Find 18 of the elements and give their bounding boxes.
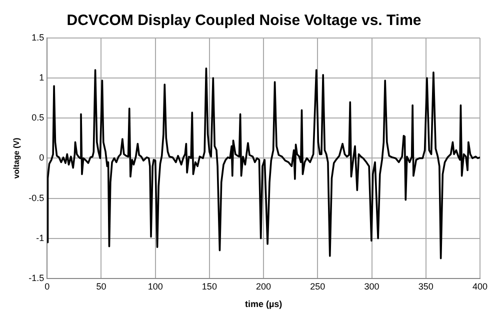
x-tick-label: 150	[202, 281, 217, 292]
chart-title: DCVCOM Display Coupled Noise Voltage vs. Time	[66, 12, 422, 30]
x-tick-label: 400	[472, 281, 488, 292]
x-tick-label: 100	[148, 281, 163, 292]
y-axis-title: voltage (V)	[12, 137, 22, 179]
x-tick-label: 50	[96, 281, 106, 292]
y-tick-label: 1	[39, 72, 44, 83]
y-tick-label: -1	[36, 232, 44, 243]
y-tick-label: -1.5	[28, 272, 44, 283]
x-tick-label: 250	[310, 281, 326, 292]
x-tick-label: 200	[256, 281, 272, 292]
x-tick-label: 350	[418, 281, 434, 292]
x-axis-title: time (µs)	[244, 299, 282, 310]
y-tick-label: 0	[39, 152, 44, 163]
x-tick-label: 300	[364, 281, 380, 292]
y-tick-label: 1.5	[32, 32, 44, 42]
y-tick-label: -0.5	[28, 192, 44, 203]
y-tick-label: 0.5	[32, 112, 44, 123]
